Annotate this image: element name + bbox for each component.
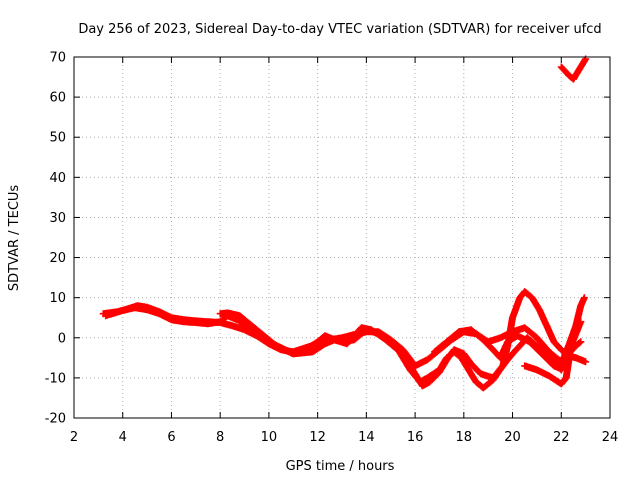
plus-markers	[102, 304, 573, 390]
x-tick-label: 20	[504, 430, 521, 445]
series-track-3	[216, 288, 590, 392]
x-tick-label: 8	[216, 430, 224, 445]
y-tick-label: -20	[45, 412, 66, 427]
data-marks	[99, 55, 590, 392]
x-tick-label: 18	[456, 430, 473, 445]
plus-markers	[557, 55, 590, 83]
series-track-2	[102, 304, 573, 390]
x-axis-ticks: 2 4 6 8 10 12 14 16 18 20 22 24	[70, 57, 618, 445]
y-axis-ticks: -20 -10 0 10 20 30 40 50 60 70	[45, 51, 610, 427]
series-track-5	[521, 318, 585, 388]
x-tick-label: 10	[261, 430, 278, 445]
grid-lines	[74, 57, 610, 418]
y-tick-label: 40	[49, 171, 66, 186]
y-tick-label: -10	[45, 371, 66, 386]
x-tick-label: 12	[309, 430, 326, 445]
y-tick-label: 0	[58, 331, 66, 346]
y-tick-label: 50	[49, 131, 66, 146]
x-axis-label: GPS time / hours	[286, 459, 395, 474]
x-tick-label: 16	[407, 430, 424, 445]
plus-markers	[521, 318, 585, 388]
plot-frame	[73, 56, 611, 419]
plus-markers	[216, 288, 590, 392]
x-tick-label: 4	[119, 430, 127, 445]
y-tick-label: 20	[49, 251, 66, 266]
x-tick-label: 24	[602, 430, 619, 445]
y-tick-label: 60	[49, 91, 66, 106]
y-tick-label: 70	[49, 51, 66, 66]
y-axis-label: SDTVAR / TECUs	[7, 185, 22, 292]
x-tick-label: 6	[167, 430, 175, 445]
chart-title: Day 256 of 2023, Sidereal Day-to-day VTE…	[78, 22, 601, 37]
x-tick-label: 14	[358, 430, 375, 445]
series-track-6	[557, 55, 590, 83]
y-tick-label: 30	[49, 211, 66, 226]
x-tick-label: 22	[553, 430, 570, 445]
x-tick-label: 2	[70, 430, 78, 445]
y-tick-label: 10	[49, 291, 66, 306]
